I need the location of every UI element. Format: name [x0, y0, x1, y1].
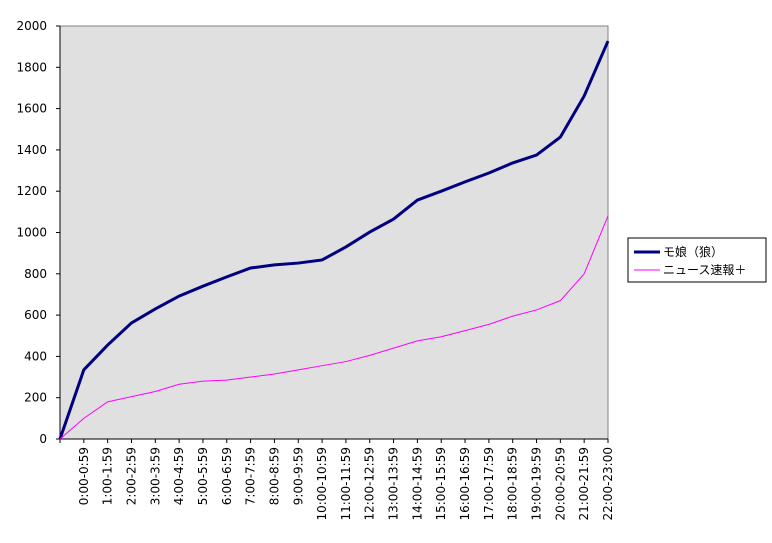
x-tick-label: 21:00-21:59	[577, 447, 591, 521]
y-tick-label: 800	[24, 267, 47, 281]
y-tick-label: 0	[39, 432, 47, 446]
y-tick-label: 400	[24, 349, 47, 363]
legend-label: ニュース速報＋	[663, 263, 746, 277]
y-tick-label: 600	[24, 308, 47, 322]
series-line	[58, 40, 610, 440]
x-tick-label: 10:00-10:59	[315, 447, 329, 521]
plot-area	[59, 25, 609, 440]
x-tick-label: 9:00-9:59	[291, 447, 305, 505]
y-tick-label: 1600	[16, 102, 47, 116]
legend	[627, 237, 767, 283]
x-tick-label: 7:00-7:59	[244, 447, 258, 505]
x-tick-label: 19:00-19:59	[530, 447, 544, 521]
y-tick-label: 1400	[16, 143, 47, 157]
x-tick-label: 6:00-6:59	[220, 447, 234, 505]
legend-label: モ娘（狼）	[663, 244, 723, 259]
x-tick-label: 1:00-1:59	[101, 447, 115, 505]
y-tick-label: 2000	[16, 19, 47, 33]
x-tick-label: 0:00-0:59	[77, 447, 91, 505]
x-tick-label: 8:00-8:59	[267, 447, 281, 505]
series-line	[59, 215, 609, 440]
x-tick-label: 5:00-5:59	[196, 447, 210, 505]
x-tick-label: 18:00-18:59	[506, 447, 520, 521]
x-tick-label: 11:00-11:59	[339, 447, 353, 521]
x-tick-label: 16:00-16:59	[458, 447, 472, 521]
y-tick-label: 1000	[16, 226, 47, 240]
x-tick-label: 13:00-13:59	[387, 447, 401, 521]
x-tick-label: 12:00-12:59	[363, 447, 377, 521]
x-tick-label: 17:00-17:59	[482, 447, 496, 521]
y-tick-label: 200	[24, 391, 47, 405]
y-tick-label: 1800	[16, 60, 47, 74]
x-tick-label: 22:00-23:00	[601, 447, 615, 521]
x-tick-label: 15:00-15:59	[434, 447, 448, 521]
x-tick-label: 14:00-14:59	[410, 447, 424, 521]
x-tick-label: 2:00-2:59	[124, 447, 138, 505]
x-tick-label: 3:00-3:59	[148, 447, 162, 505]
x-tick-label: 20:00-20:59	[553, 447, 567, 521]
y-tick-label: 1200	[16, 184, 47, 198]
x-tick-label: 4:00-4:59	[172, 447, 186, 505]
